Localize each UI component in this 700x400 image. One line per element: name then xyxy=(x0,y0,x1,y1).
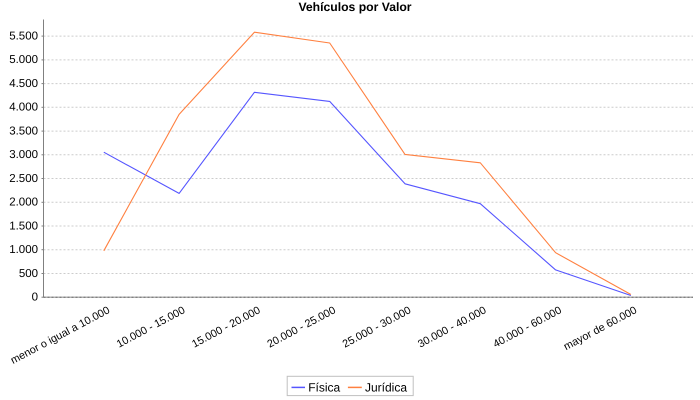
svg-text:Vehículos por Valor: Vehículos por Valor xyxy=(298,0,411,14)
svg-text:4.000: 4.000 xyxy=(9,102,38,114)
svg-text:Jurídica: Jurídica xyxy=(365,381,407,395)
svg-text:1.000: 1.000 xyxy=(9,244,38,256)
svg-text:Física: Física xyxy=(308,381,340,395)
svg-text:3.000: 3.000 xyxy=(9,149,38,161)
svg-text:4.500: 4.500 xyxy=(9,78,38,90)
svg-text:2.000: 2.000 xyxy=(9,197,38,209)
svg-text:5.000: 5.000 xyxy=(9,54,38,66)
svg-text:1.500: 1.500 xyxy=(9,220,38,232)
svg-text:0: 0 xyxy=(32,292,38,304)
svg-text:500: 500 xyxy=(19,268,38,280)
svg-text:2.500: 2.500 xyxy=(9,173,38,185)
svg-text:3.500: 3.500 xyxy=(9,125,38,137)
svg-text:5.500: 5.500 xyxy=(9,30,38,42)
